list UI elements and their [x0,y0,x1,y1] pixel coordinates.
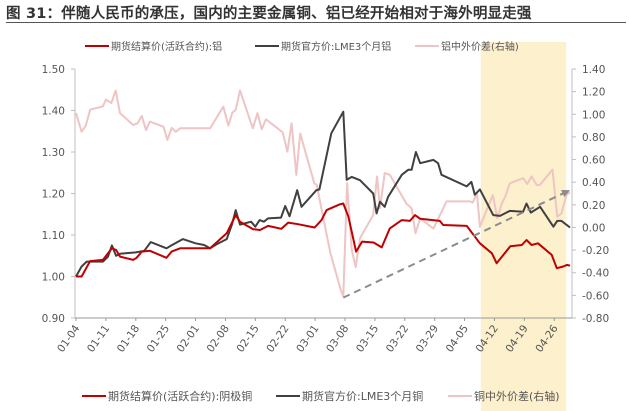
title-divider [6,22,626,23]
top-legend-item-3: 铝中外价差(右轴) [415,38,519,53]
legend-swatch-red [82,395,106,397]
right-tick-label: 1.00 [582,109,605,121]
right-tick-label: 0.20 [582,200,605,212]
series-lines [75,89,571,298]
right-tick-label: 1.40 [582,64,605,76]
top-legend-item-2: 期货官方价:LME3个月铝 [255,38,391,53]
bottom-legend-item-2: 期货官方价:LME3个月铜 [276,388,423,404]
right-tick-label: 0.40 [582,177,605,189]
left-tick-label: 0.90 [42,313,65,325]
x-tick-label: 03-22 [384,323,411,355]
series-line-red [76,202,571,278]
legend-label: 期货官方价:LME3个月铜 [302,390,424,403]
left-tick-label: 1.50 [42,64,65,76]
legend-label: 期货官方价:LME3个月铝 [281,42,392,53]
legend-swatch-red [85,44,109,47]
right-tick-label: -0.80 [582,313,609,325]
x-tick-label: 02-22 [264,323,291,355]
x-tick-label: 04-05 [444,323,471,355]
legend-swatch-pink [448,395,472,397]
legend-swatch-pink [415,44,439,47]
bottom-legend-item-3: 铜中外价差(右轴) [448,388,560,404]
x-tick-label: 02-08 [205,323,232,355]
trend-arrow-line [342,189,571,299]
x-tick-label: 03-01 [294,323,321,355]
legend-swatch-black [255,44,279,47]
x-tick-label: 01-18 [115,323,142,355]
figure-title: 图 31：伴随人民币的承压，国内的主要金属铜、铝已经开始相对于海外明显走强 [6,6,532,22]
left-tick-label: 1.30 [42,147,65,159]
right-tick-label: 1.20 [582,87,605,99]
right-tick-label: -0.60 [582,290,609,302]
series-line-pink [75,89,571,298]
x-tick-label: 02-15 [234,323,261,355]
x-tick-label: 03-29 [414,323,441,355]
right-tick-label: 0.80 [582,132,605,144]
right-tick-label: 0.00 [582,222,605,234]
right-tick-label: -0.20 [582,245,609,257]
trend-arrow [342,189,571,299]
x-tick-label: 01-04 [55,323,83,355]
x-tick-label: 02-01 [175,323,202,355]
right-tick-label: -0.40 [582,268,609,280]
legend-label: 铝中外价差(右轴) [441,42,519,53]
x-tick-label: 01-25 [145,323,172,355]
x-tick-label: 03-08 [324,323,351,355]
top-legend-item-1: 期货结算价(活跃合约):铝 [85,38,222,53]
legend-label: 期货结算价(活跃合约):铝 [111,42,223,53]
bottom-legend-item-1: 期货结算价(活跃合约):阴极铜 [82,388,252,404]
legend-label: 期货结算价(活跃合约):阴极铜 [108,390,253,403]
legend-swatch-black [276,395,300,397]
right-tick-label: 0.60 [582,155,605,167]
x-tick-label: 03-15 [354,323,381,355]
arrow-head-icon [561,190,571,198]
left-tick-label: 1.40 [42,106,65,118]
left-tick-label: 1.10 [42,230,65,242]
series-line-black [75,110,571,277]
left-tick-label: 1.00 [42,272,65,284]
legend-label: 铜中外价差(右轴) [474,390,560,403]
x-tick-label: 01-11 [85,323,112,355]
left-tick-label: 1.20 [42,189,65,201]
highlight-band [480,42,567,411]
